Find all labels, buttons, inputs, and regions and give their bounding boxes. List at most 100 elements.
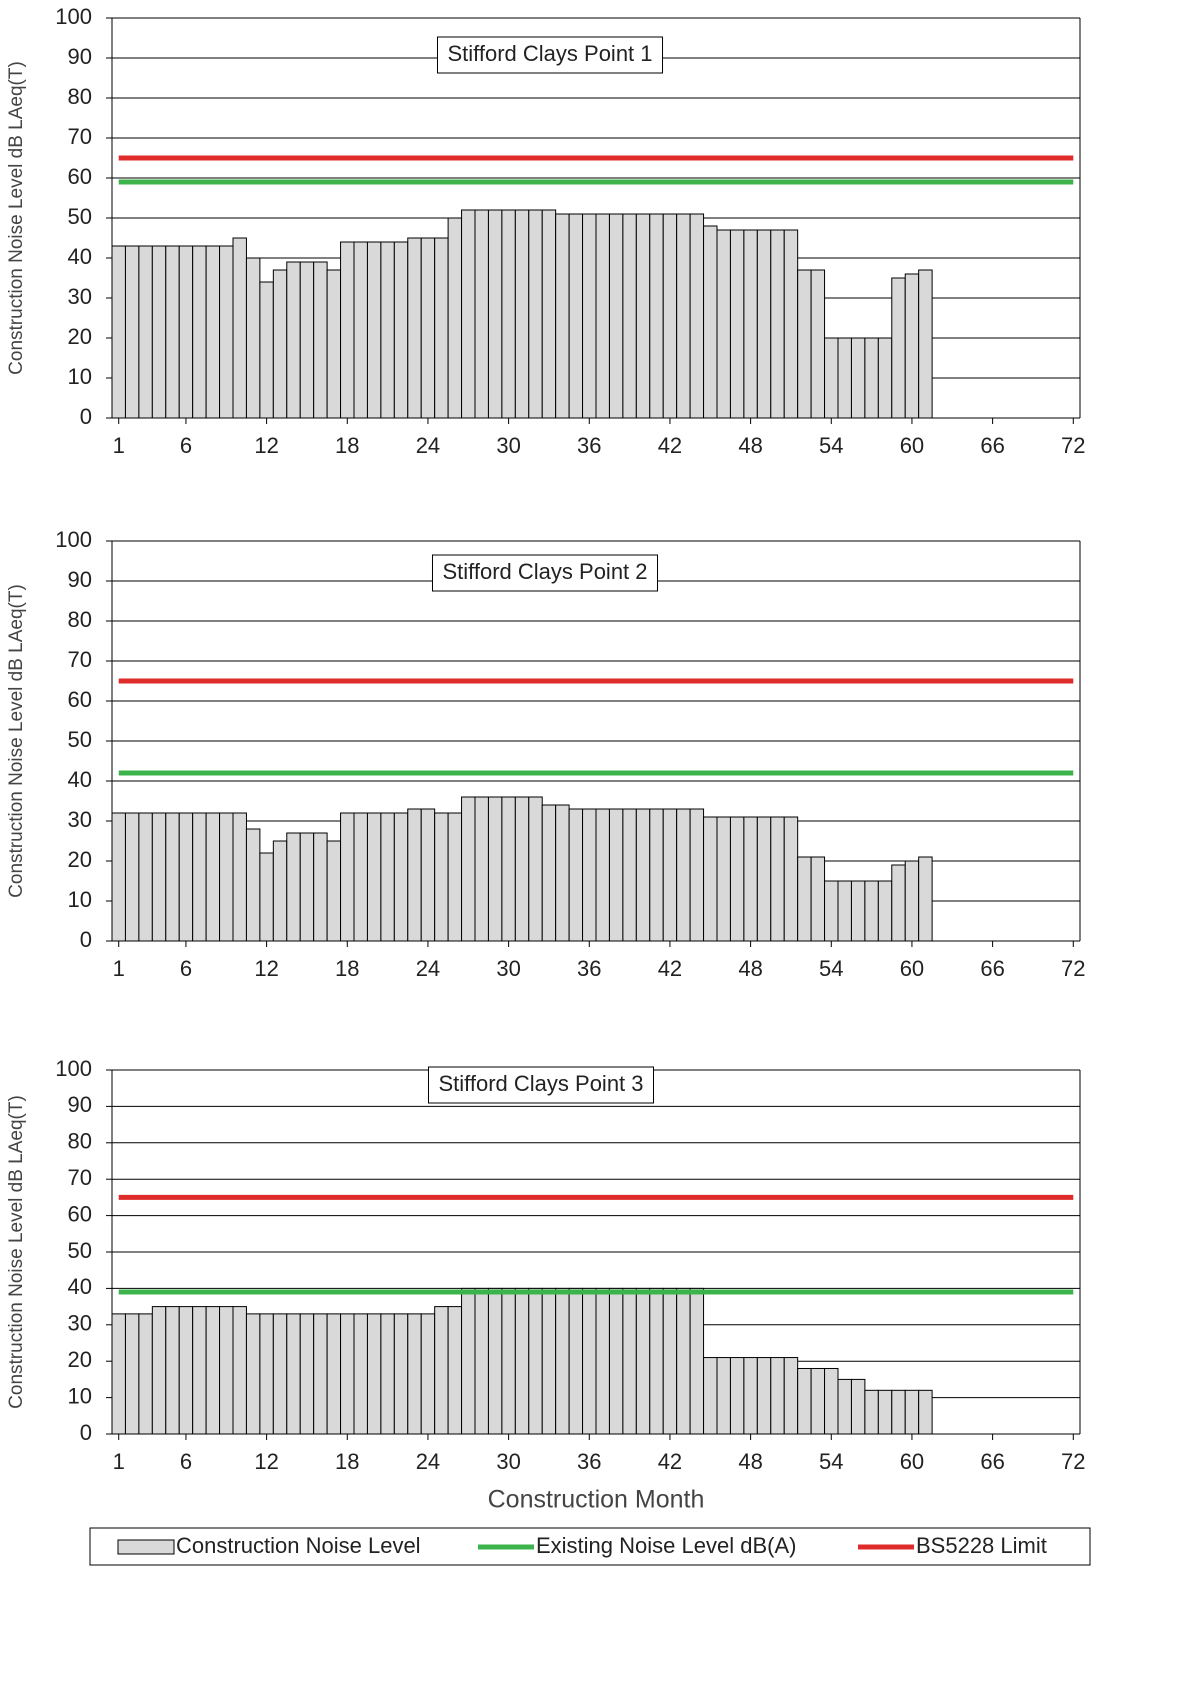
bar <box>272 269 288 419</box>
bar <box>595 1287 610 1435</box>
bar <box>756 816 772 942</box>
bar <box>595 213 610 419</box>
bar <box>528 209 543 419</box>
bar <box>474 796 489 942</box>
bar <box>595 808 610 942</box>
bar <box>904 273 920 419</box>
bar <box>729 816 745 942</box>
bar <box>326 840 342 942</box>
bar <box>286 832 301 942</box>
x-tick-label: 54 <box>819 956 843 981</box>
x-tick-label: 72 <box>1061 433 1085 458</box>
y-tick-label: 60 <box>68 164 92 189</box>
chart-title: Stifford Clays Point 2 <box>442 559 647 584</box>
y-tick-label: 100 <box>55 527 92 552</box>
x-tick-label: 72 <box>1061 956 1085 981</box>
bar <box>353 812 368 942</box>
bar <box>877 337 893 419</box>
bar <box>407 237 422 419</box>
y-tick-label: 80 <box>68 607 92 632</box>
bar <box>514 1287 530 1435</box>
bar <box>165 1306 180 1435</box>
bar <box>864 880 879 942</box>
bar <box>703 225 718 419</box>
bar <box>366 1313 382 1435</box>
bar <box>245 1313 261 1435</box>
y-tick-label: 50 <box>68 727 92 752</box>
bar <box>716 229 731 419</box>
bar <box>393 1313 409 1435</box>
x-tick-label: 30 <box>496 1449 520 1474</box>
bar <box>608 808 624 942</box>
y-tick-label: 10 <box>68 1383 92 1408</box>
y-axis-label: Construction Noise Level dB LAeq(T) <box>6 1095 27 1409</box>
bar <box>313 1313 328 1435</box>
bar <box>743 229 758 419</box>
bar <box>326 269 342 419</box>
bar <box>111 812 126 942</box>
bar <box>676 808 691 942</box>
bar <box>756 1357 772 1435</box>
bar <box>205 1306 221 1435</box>
bar <box>219 245 234 419</box>
bar <box>326 1313 342 1435</box>
bar <box>528 796 543 942</box>
bar <box>380 812 395 942</box>
bar <box>205 245 221 419</box>
x-tick-label: 18 <box>335 1449 359 1474</box>
bar <box>918 269 933 419</box>
bar <box>192 1306 207 1435</box>
y-tick-label: 20 <box>68 1347 92 1372</box>
x-tick-label: 42 <box>658 433 682 458</box>
title-box <box>436 36 664 74</box>
x-tick-label: 18 <box>335 433 359 458</box>
bar <box>407 1313 422 1435</box>
bar <box>689 1287 705 1435</box>
title-box <box>427 1066 655 1104</box>
bar <box>783 816 799 942</box>
bar <box>461 796 476 942</box>
bar <box>259 1313 274 1435</box>
bar <box>380 1313 395 1435</box>
bar <box>138 1313 153 1435</box>
bar <box>178 245 194 419</box>
bar <box>904 860 920 942</box>
bar <box>124 812 140 942</box>
bar <box>393 812 409 942</box>
bar <box>501 1287 516 1435</box>
bar <box>622 808 637 942</box>
bar <box>232 237 247 419</box>
bar <box>434 1306 449 1435</box>
x-tick-label: 60 <box>900 1449 924 1474</box>
bar <box>407 808 422 942</box>
bar <box>676 1287 691 1435</box>
bar <box>111 245 126 419</box>
bar <box>353 1313 368 1435</box>
bar <box>245 257 261 419</box>
x-tick-label: 66 <box>980 956 1004 981</box>
y-tick-label: 40 <box>68 1274 92 1299</box>
title-box <box>431 554 659 592</box>
bar <box>797 856 812 942</box>
bar <box>178 812 194 942</box>
bar <box>434 237 449 419</box>
bar <box>891 1389 906 1435</box>
x-tick-label: 18 <box>335 956 359 981</box>
chart-title: Stifford Clays Point 1 <box>447 41 652 66</box>
y-tick-label: 30 <box>68 807 92 832</box>
x-tick-label: 60 <box>900 433 924 458</box>
bar <box>703 816 718 942</box>
bar <box>797 1367 812 1435</box>
bar <box>635 213 651 419</box>
bar <box>608 213 624 419</box>
x-tick-label: 30 <box>496 433 520 458</box>
y-tick-label: 20 <box>68 847 92 872</box>
bar <box>420 1313 436 1435</box>
bar <box>501 796 516 942</box>
bar <box>797 269 812 419</box>
y-tick-label: 20 <box>68 324 92 349</box>
y-tick-label: 10 <box>68 887 92 912</box>
bar <box>662 213 678 419</box>
bar <box>151 812 167 942</box>
bar <box>192 812 207 942</box>
